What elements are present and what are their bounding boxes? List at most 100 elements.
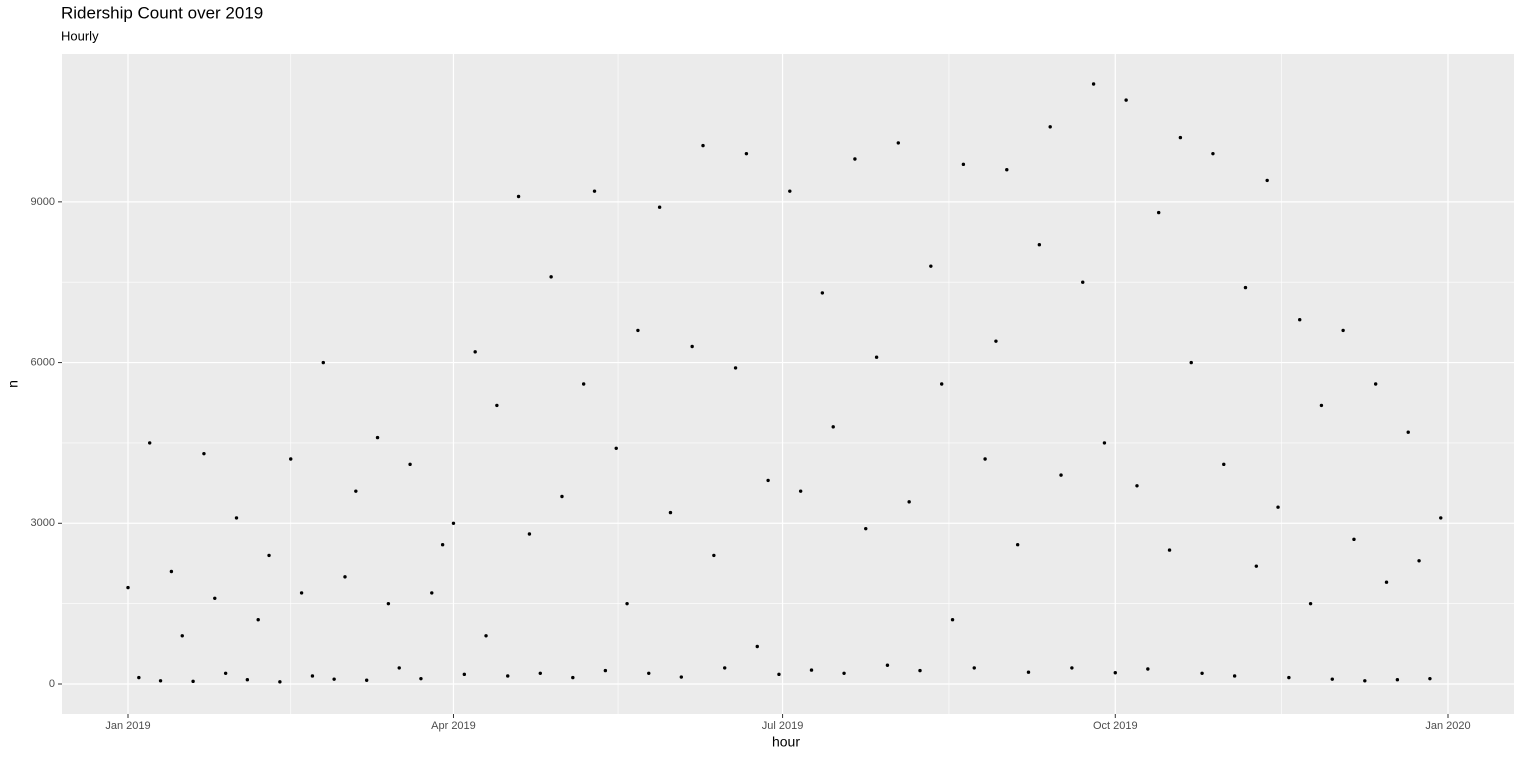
point (310, 674, 315, 678)
point (180, 634, 184, 638)
point (1178, 135, 1183, 140)
point (158, 679, 163, 683)
point (1146, 667, 1150, 671)
x-tick-label: Jan 2020 (1425, 720, 1470, 732)
point (1417, 559, 1421, 563)
point (647, 671, 651, 675)
point (1005, 168, 1009, 172)
point (213, 596, 217, 600)
point (223, 671, 228, 675)
point (245, 678, 250, 682)
point (234, 516, 239, 520)
point (1330, 677, 1334, 681)
point (972, 666, 976, 670)
point (1298, 318, 1302, 322)
point (1406, 430, 1410, 434)
point (527, 532, 532, 536)
point (679, 675, 684, 679)
x-tick-label: Jan 2019 (105, 720, 150, 732)
y-tick-label: 9000 (31, 196, 55, 208)
point (375, 435, 380, 440)
point (332, 677, 336, 681)
point (1395, 678, 1400, 682)
point (1081, 280, 1085, 284)
point (1070, 666, 1074, 670)
point (950, 618, 955, 622)
point (864, 526, 868, 531)
point (451, 521, 456, 525)
point (831, 425, 835, 429)
point (1124, 98, 1128, 102)
point (1059, 473, 1063, 477)
point (885, 663, 890, 667)
point (1222, 462, 1226, 467)
point (744, 151, 749, 156)
point (321, 360, 325, 365)
point (961, 162, 966, 167)
point (701, 143, 705, 148)
point (842, 671, 846, 675)
point (1232, 674, 1237, 678)
y-tick-label: 3000 (31, 517, 55, 529)
point (354, 489, 358, 493)
point (571, 675, 575, 680)
point (636, 328, 640, 333)
panel (62, 54, 1514, 714)
x-tick-label: Apr 2019 (431, 720, 476, 732)
point (1048, 125, 1052, 129)
point (495, 403, 499, 408)
point (657, 205, 662, 209)
point (1373, 382, 1378, 386)
point (853, 157, 857, 161)
point (202, 451, 206, 456)
point (408, 462, 412, 467)
x-tick-label: Oct 2019 (1093, 720, 1138, 732)
point (1254, 564, 1259, 568)
point (1428, 676, 1432, 681)
point (994, 339, 998, 343)
point (766, 478, 770, 483)
y-tick-label: 6000 (31, 356, 55, 368)
point (289, 457, 293, 461)
point (1200, 671, 1204, 675)
point (733, 366, 738, 370)
point (1384, 580, 1389, 584)
point (560, 494, 564, 499)
point (484, 634, 488, 638)
point (506, 674, 510, 678)
point (430, 591, 434, 595)
point (137, 675, 141, 680)
point (299, 591, 304, 595)
point (1026, 670, 1031, 674)
point (1287, 675, 1291, 680)
point (1015, 543, 1020, 547)
point (1091, 82, 1096, 86)
point (516, 194, 521, 199)
point (1265, 178, 1269, 183)
point (668, 510, 673, 515)
point (896, 141, 901, 145)
point (614, 446, 618, 450)
point (809, 668, 814, 672)
point (820, 291, 825, 295)
point (397, 666, 401, 670)
point (1156, 210, 1161, 215)
x-tick-label: Jul 2019 (762, 720, 804, 732)
point (723, 666, 727, 670)
point (343, 575, 347, 579)
point (929, 264, 933, 268)
point (549, 275, 553, 279)
point (1363, 679, 1367, 683)
y-axis-label: n (5, 380, 21, 388)
point (267, 553, 271, 558)
point (625, 601, 629, 606)
point (256, 618, 260, 622)
point (907, 500, 911, 504)
point (126, 585, 130, 590)
point (169, 569, 174, 574)
point (462, 672, 467, 677)
point (592, 189, 597, 193)
point (788, 189, 792, 193)
point (1167, 548, 1172, 552)
point (1135, 484, 1139, 488)
